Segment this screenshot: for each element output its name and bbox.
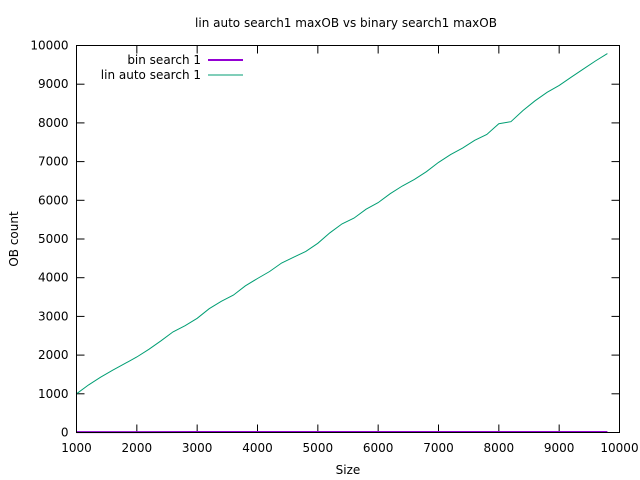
axis-ticks: 0100020003000400050006000700080009000100… bbox=[30, 39, 638, 456]
y-tick-label: 1000 bbox=[38, 387, 69, 401]
y-tick-label: 3000 bbox=[38, 309, 69, 323]
x-tick-label: 2000 bbox=[122, 441, 153, 455]
y-tick-label: 9000 bbox=[38, 77, 69, 91]
y-tick-label: 10000 bbox=[30, 39, 68, 53]
plot-border bbox=[76, 45, 620, 433]
legend-label: lin auto search 1 bbox=[101, 68, 201, 82]
plot-series bbox=[76, 53, 608, 434]
y-tick-label: 0 bbox=[61, 426, 69, 440]
x-tick-label: 6000 bbox=[363, 441, 394, 455]
y-tick-label: 5000 bbox=[38, 232, 69, 246]
x-tick-label: 9000 bbox=[544, 441, 575, 455]
x-tick-label: 5000 bbox=[303, 441, 334, 455]
x-tick-label: 1000 bbox=[61, 441, 92, 455]
series-line-lin-auto-search-1 bbox=[76, 53, 608, 395]
x-tick-label: 10000 bbox=[600, 441, 638, 455]
x-tick-label: 3000 bbox=[182, 441, 213, 455]
x-tick-label: 8000 bbox=[484, 441, 515, 455]
x-axis-label: Size bbox=[336, 463, 361, 477]
y-tick-label: 4000 bbox=[38, 271, 69, 285]
legend-label: bin search 1 bbox=[127, 53, 201, 67]
y-tick-label: 2000 bbox=[38, 348, 69, 362]
x-tick-label: 7000 bbox=[423, 441, 454, 455]
y-tick-label: 8000 bbox=[38, 116, 69, 130]
y-tick-label: 7000 bbox=[38, 155, 69, 169]
y-tick-label: 6000 bbox=[38, 193, 69, 207]
y-axis-label: OB count bbox=[7, 211, 21, 267]
x-tick-label: 4000 bbox=[242, 441, 273, 455]
chart-title: lin auto search1 maxOB vs binary search1… bbox=[195, 16, 497, 30]
